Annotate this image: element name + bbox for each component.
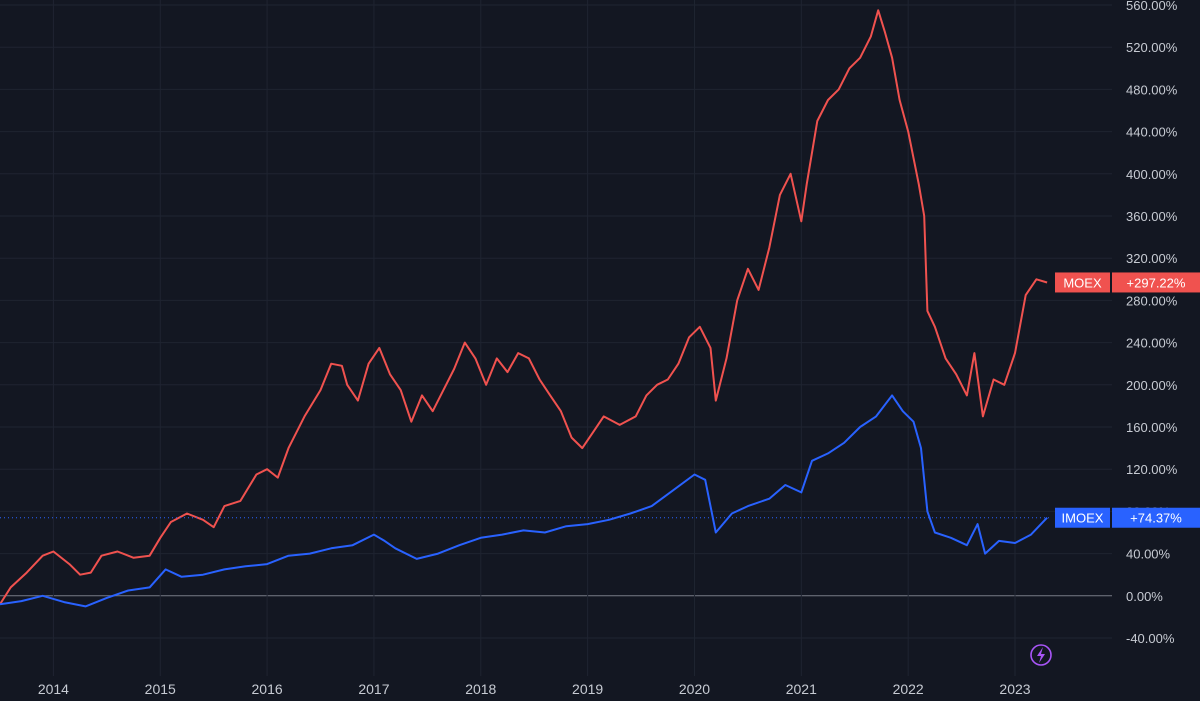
x-tick-label: 2020 bbox=[679, 681, 710, 696]
series-last-value: +297.22% bbox=[1127, 275, 1186, 290]
y-tick-label: 480.00% bbox=[1126, 82, 1178, 97]
series-last-value: +74.37% bbox=[1130, 511, 1182, 526]
y-tick-label: 360.00% bbox=[1126, 209, 1178, 224]
price-label-name-bg bbox=[1055, 272, 1110, 293]
y-tick-label: 120.00% bbox=[1126, 462, 1178, 477]
series-price-labels: MOEX +297.22% IMOEX +74.37% bbox=[1055, 272, 1200, 528]
y-tick-label: 400.00% bbox=[1126, 167, 1178, 182]
x-tick-label: 2022 bbox=[893, 681, 924, 696]
x-axis-labels: 2014 2015 2016 2017 2018 2019 2020 2021 2022 2023 bbox=[38, 681, 1031, 697]
series-line-moex bbox=[0, 9, 1048, 605]
y-tick-label: 40.00% bbox=[1126, 547, 1171, 562]
x-tick-label: 2015 bbox=[145, 681, 176, 696]
y-tick-label: 160.00% bbox=[1126, 420, 1178, 435]
series-name: MOEX bbox=[1063, 275, 1102, 290]
x-tick-label: 2019 bbox=[572, 681, 603, 696]
y-tick-label: 200.00% bbox=[1126, 378, 1178, 393]
x-tick-label: 2023 bbox=[999, 681, 1030, 696]
price-label-value-bg bbox=[1112, 272, 1200, 293]
y-tick-label: 560.00% bbox=[1126, 0, 1178, 13]
y-tick-label: 280.00% bbox=[1126, 293, 1178, 308]
y-tick-label: 440.00% bbox=[1126, 125, 1178, 140]
price-label-name-bg bbox=[1055, 507, 1110, 528]
x-tick-label: 2021 bbox=[786, 681, 817, 696]
series-layer bbox=[0, 9, 1050, 608]
y-tick-label: 0.00% bbox=[1126, 589, 1163, 604]
series-name: IMOEX bbox=[1062, 511, 1104, 526]
grid-lines bbox=[0, 0, 1112, 676]
price-label-moex: MOEX +297.22% bbox=[1055, 272, 1200, 293]
y-tick-label: 320.00% bbox=[1126, 251, 1178, 266]
x-tick-label: 2018 bbox=[465, 681, 496, 696]
y-axis-labels: 560.00% 520.00% 480.00% 440.00% 400.00% 360.0… bbox=[1126, 0, 1178, 646]
price-label-imoex: IMOEX +74.37% bbox=[1055, 507, 1200, 528]
price-label-value-bg bbox=[1112, 507, 1200, 528]
y-tick-label: 520.00% bbox=[1126, 40, 1178, 55]
x-tick-label: 2014 bbox=[38, 681, 69, 696]
x-tick-label: 2016 bbox=[252, 681, 283, 696]
y-tick-label: 240.00% bbox=[1126, 336, 1178, 351]
lightning-icon[interactable] bbox=[1030, 644, 1052, 666]
y-tick-label: -40.00% bbox=[1126, 631, 1175, 646]
series-line-imoex bbox=[0, 394, 1048, 608]
x-tick-label: 2017 bbox=[358, 681, 389, 696]
